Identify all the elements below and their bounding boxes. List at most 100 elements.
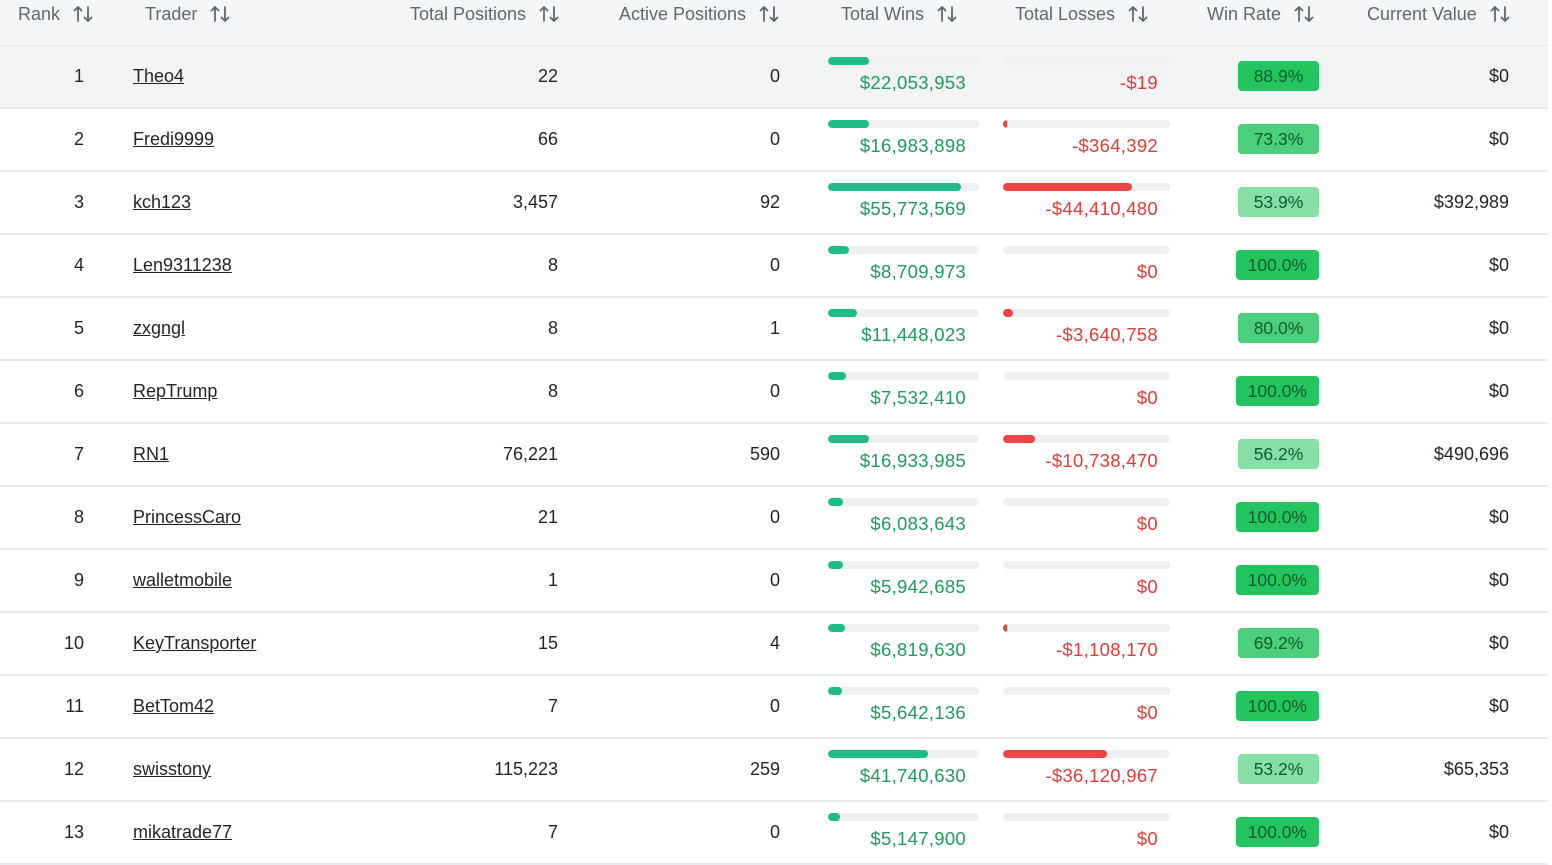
table-row[interactable]: 7 RN1 76,221 590 $16,933,985 -$10,738,47… — [0, 424, 1548, 487]
wins-bar — [828, 435, 979, 443]
losses-bar — [1003, 561, 1170, 569]
total-losses-value: $0 — [1136, 702, 1158, 723]
sort-icon[interactable] — [1293, 3, 1315, 25]
losses-bar-fill — [1003, 183, 1132, 191]
table-row[interactable]: 9 walletmobile 1 0 $5,942,685 $0 100.0% … — [0, 550, 1548, 613]
table-row[interactable]: 8 PrincessCaro 21 0 $6,083,643 $0 100.0%… — [0, 487, 1548, 550]
losses-bar — [1003, 309, 1170, 317]
wins-bar — [828, 750, 979, 758]
table-row[interactable]: 2 Fredi9999 66 0 $16,983,898 -$364,392 7… — [0, 109, 1548, 172]
wins-bar-fill — [828, 498, 844, 506]
column-header-total-losses[interactable]: Total Losses — [1015, 0, 1149, 28]
trader-link[interactable]: Len9311238 — [133, 255, 232, 275]
sort-icon[interactable] — [72, 3, 94, 25]
wins-bar — [828, 57, 979, 65]
sort-icon[interactable] — [209, 3, 231, 25]
column-header-win-rate[interactable]: Win Rate — [1207, 0, 1315, 28]
rank-cell: 6 — [73, 381, 84, 401]
win-rate-cell: 73.3% — [1238, 124, 1319, 154]
trader-link[interactable]: RN1 — [133, 444, 170, 464]
trader-link[interactable]: BetTom42 — [133, 696, 215, 716]
trader-link[interactable]: walletmobile — [133, 570, 233, 590]
total-positions-cell: 22 — [537, 66, 558, 86]
total-losses-value: -$36,120,967 — [1045, 765, 1158, 786]
table-row[interactable]: 11 BetTom42 7 0 $5,642,136 $0 100.0% $0 — [0, 676, 1548, 739]
trader-link[interactable]: RepTrump — [133, 381, 218, 401]
win-rate-cell: 53.9% — [1238, 187, 1319, 217]
trader-link[interactable]: zxgngl — [133, 318, 186, 338]
losses-bar — [1003, 435, 1170, 443]
total-positions-cell: 15 — [537, 633, 558, 653]
total-wins-value: $6,083,643 — [870, 513, 966, 534]
win-rate-badge: 53.2% — [1238, 754, 1319, 784]
table-row[interactable]: 13 mikatrade77 7 0 $5,147,900 $0 100.0% … — [0, 802, 1548, 865]
column-header-trader[interactable]: Trader — [145, 0, 231, 28]
sort-icon[interactable] — [936, 3, 958, 25]
active-positions-cell: 1 — [769, 318, 780, 338]
column-header-total-positions[interactable]: Total Positions — [410, 0, 560, 28]
trader-link[interactable]: Fredi9999 — [133, 129, 215, 149]
wins-bar — [828, 309, 979, 317]
total-losses-value: $0 — [1136, 576, 1158, 597]
losses-bar — [1003, 813, 1170, 821]
active-positions-cell: 259 — [749, 759, 780, 779]
column-label: Rank — [18, 3, 61, 24]
wins-bar-fill — [828, 624, 845, 632]
wins-bar-fill — [828, 120, 869, 128]
trader-link[interactable]: KeyTransporter — [133, 633, 257, 653]
total-wins-value: $41,740,630 — [859, 765, 966, 786]
losses-bar — [1003, 57, 1170, 65]
win-rate-cell: 88.9% — [1238, 61, 1319, 91]
sort-icon[interactable] — [538, 3, 560, 25]
rank-cell: 4 — [73, 255, 84, 275]
sort-icon[interactable] — [758, 3, 780, 25]
losses-bar-fill — [1003, 750, 1107, 758]
column-label: Trader — [145, 3, 198, 24]
table-row[interactable]: 1 Theo4 22 0 $22,053,953 -$19 88.9% $0 — [0, 46, 1548, 109]
table-row[interactable]: 3 kch123 3,457 92 $55,773,569 -$44,410,4… — [0, 172, 1548, 235]
total-positions-cell: 1 — [547, 570, 558, 590]
sort-icon[interactable] — [1127, 3, 1149, 25]
table-row[interactable]: 12 swisstony 115,223 259 $41,740,630 -$3… — [0, 739, 1548, 802]
sort-icon[interactable] — [1489, 3, 1511, 25]
rank-cell: 10 — [63, 633, 84, 653]
wins-bar — [828, 183, 979, 191]
table-row[interactable]: 4 Len9311238 8 0 $8,709,973 $0 100.0% $0 — [0, 235, 1548, 298]
trader-link[interactable]: PrincessCaro — [133, 507, 242, 527]
column-header-current-value[interactable]: Current Value — [1367, 0, 1511, 28]
table-row[interactable]: 10 KeyTransporter 15 4 $6,819,630 -$1,10… — [0, 613, 1548, 676]
total-wins-value: $7,532,410 — [870, 387, 966, 408]
total-positions-cell: 8 — [547, 381, 558, 401]
active-positions-cell: 0 — [769, 381, 780, 401]
column-header-active-positions[interactable]: Active Positions — [619, 0, 780, 28]
losses-bar — [1003, 246, 1170, 254]
total-positions-cell: 8 — [547, 255, 558, 275]
current-value-cell: $0 — [1488, 66, 1509, 86]
active-positions-cell: 590 — [749, 444, 780, 464]
wins-bar — [828, 813, 979, 821]
trader-link[interactable]: kch123 — [133, 192, 192, 212]
trader-link[interactable]: swisstony — [133, 759, 212, 779]
column-label: Total Wins — [841, 3, 925, 24]
column-header-total-wins[interactable]: Total Wins — [841, 0, 958, 28]
win-rate-cell: 100.0% — [1235, 691, 1319, 721]
column-header-rank[interactable]: Rank — [18, 0, 94, 28]
trader-link[interactable]: Theo4 — [133, 66, 185, 86]
current-value-cell: $0 — [1488, 255, 1509, 275]
losses-bar-fill — [1003, 624, 1008, 632]
win-rate-cell: 56.2% — [1238, 439, 1319, 469]
table-row[interactable]: 5 zxgngl 8 1 $11,448,023 -$3,640,758 80.… — [0, 298, 1548, 361]
rank-cell: 5 — [73, 318, 84, 338]
win-rate-cell: 69.2% — [1238, 628, 1319, 658]
table-row[interactable]: 6 RepTrump 8 0 $7,532,410 $0 100.0% $0 — [0, 361, 1548, 424]
active-positions-cell: 92 — [759, 192, 780, 212]
column-label: Current Value — [1367, 3, 1477, 24]
win-rate-badge: 88.9% — [1238, 61, 1319, 91]
total-wins-value: $6,819,630 — [870, 639, 966, 660]
total-positions-cell: 115,223 — [494, 759, 558, 779]
total-losses-value: -$19 — [1119, 72, 1158, 93]
losses-bar-fill — [1003, 435, 1035, 443]
active-positions-cell: 0 — [769, 129, 780, 149]
current-value-cell: $65,353 — [1443, 759, 1509, 779]
column-label: Active Positions — [619, 3, 747, 24]
